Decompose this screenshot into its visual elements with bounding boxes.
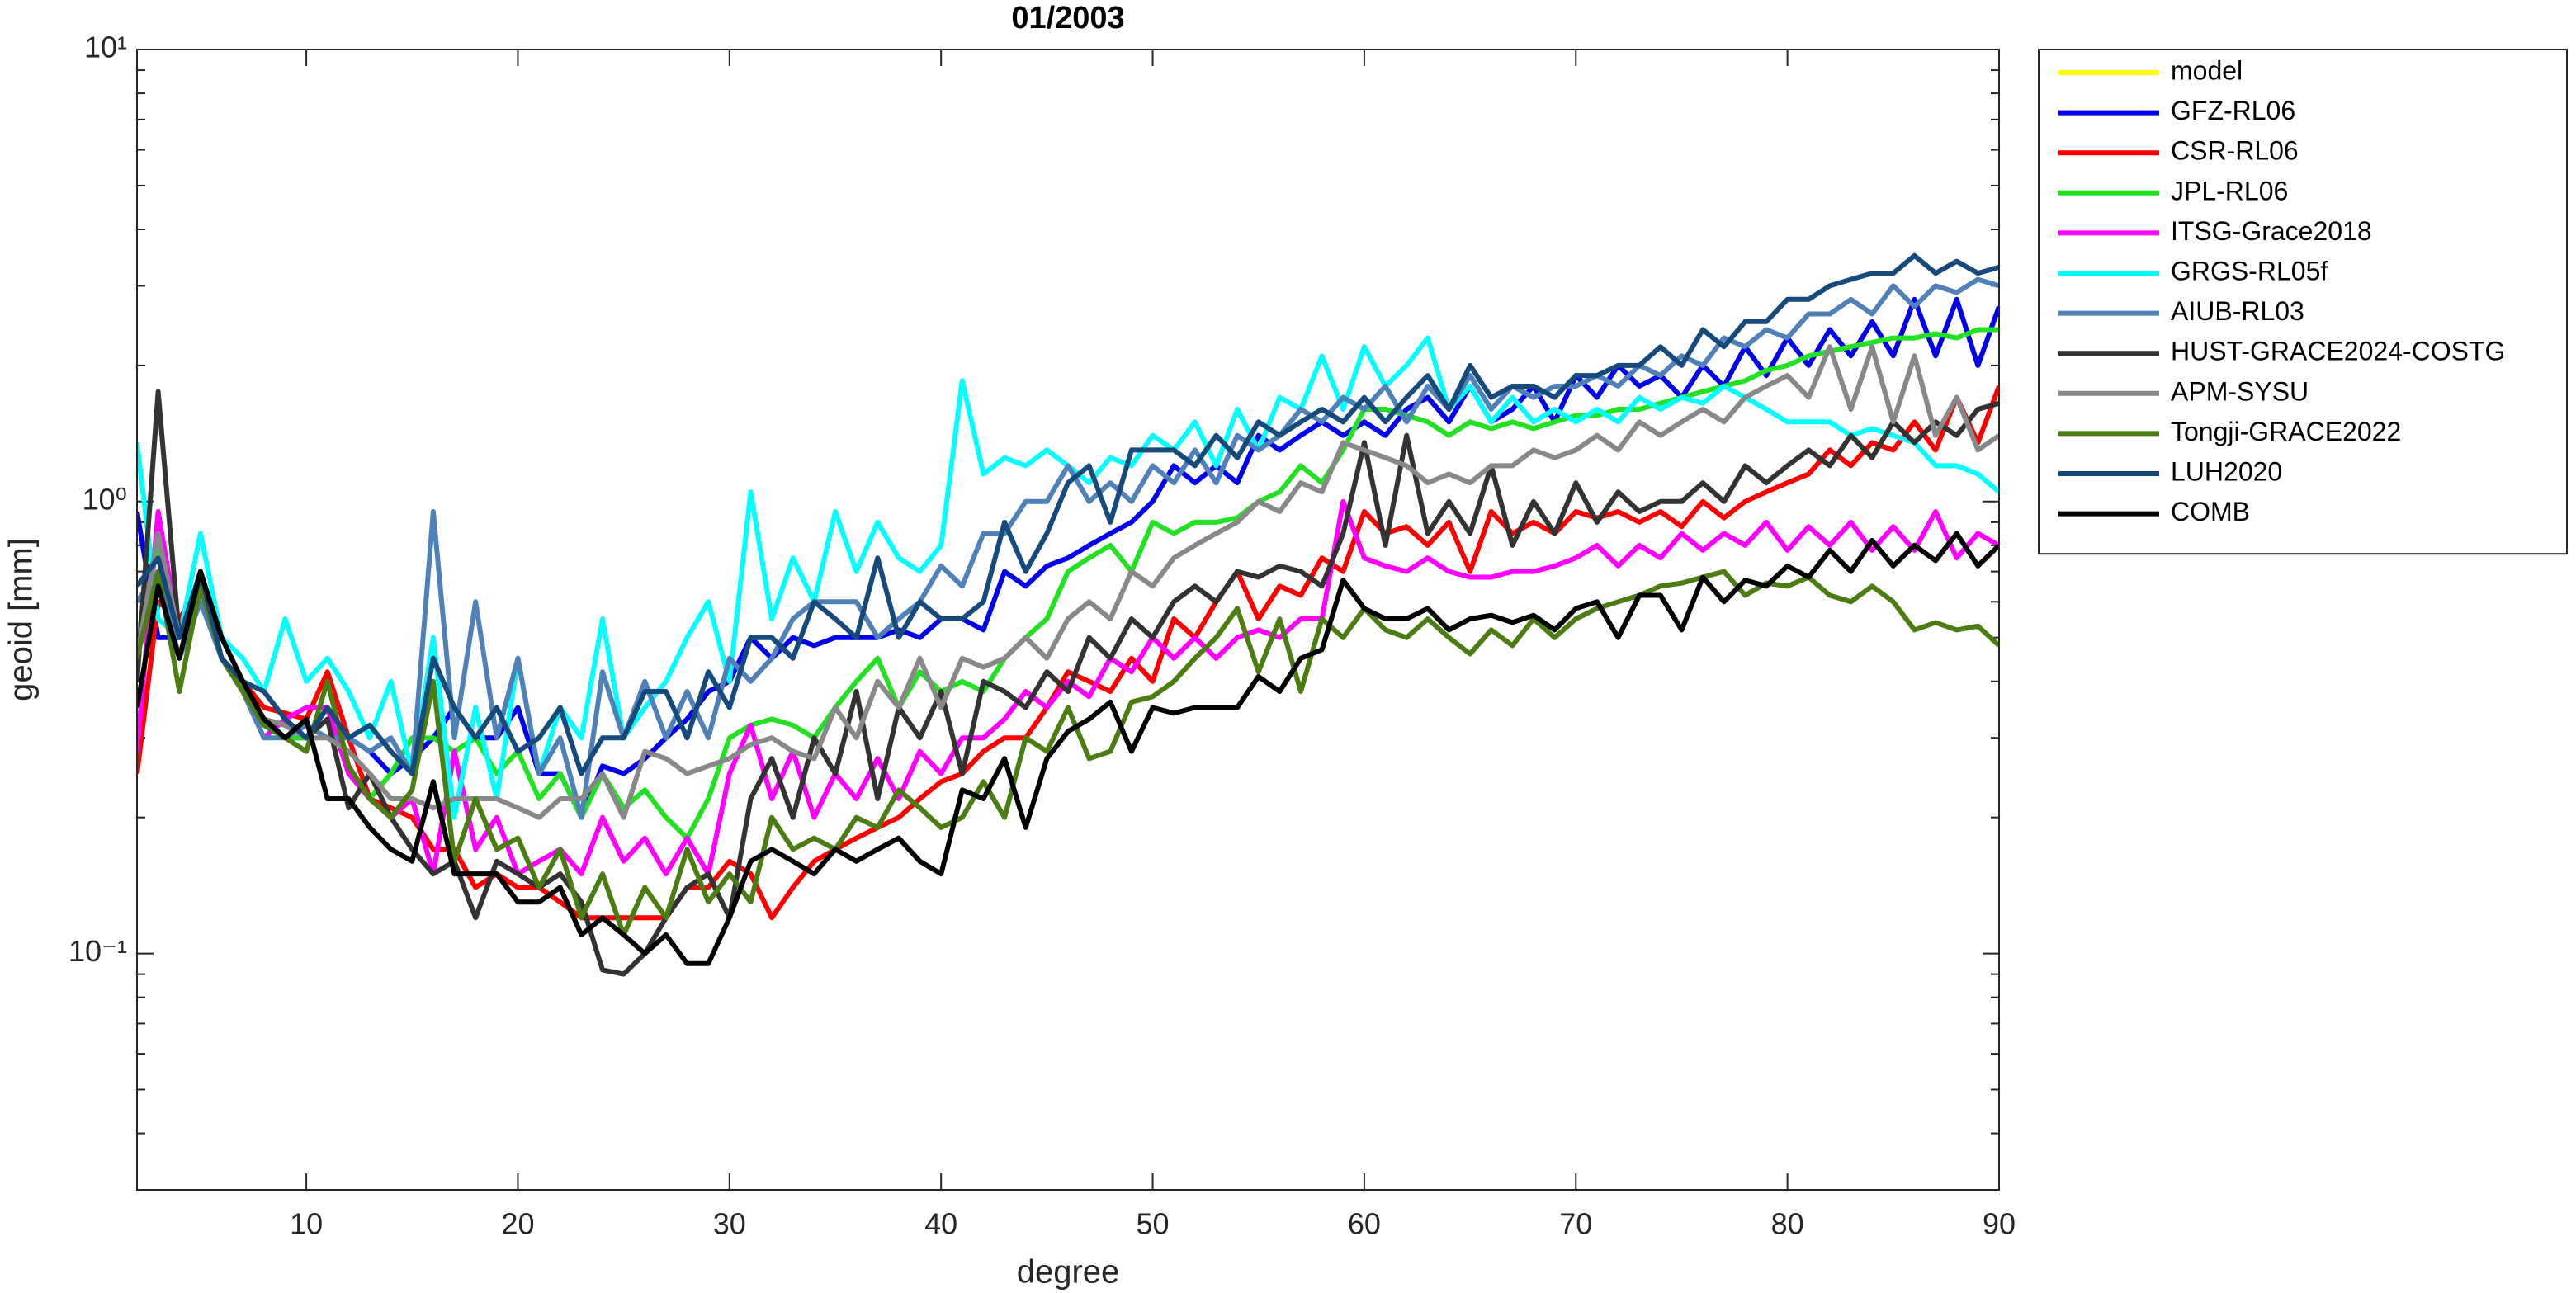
x-tick-label: 70: [1559, 1207, 1592, 1241]
legend-label: GRGS-RL05f: [2171, 256, 2328, 285]
legend-label: COMB: [2171, 497, 2250, 526]
x-tick-label: 50: [1137, 1207, 1170, 1241]
x-tick-label: 40: [924, 1207, 957, 1241]
chart-title: 01/2003: [1011, 1, 1124, 35]
legend-label: LUH2020: [2171, 456, 2282, 486]
legend-label: ITSG-Grace2018: [2171, 216, 2372, 246]
series-line: [137, 276, 1999, 820]
legend-label: HUST-GRACE2024-COSTG: [2171, 337, 2505, 366]
series-line: [137, 531, 1999, 966]
x-tick-label: 30: [713, 1207, 746, 1241]
x-tick-label: 80: [1771, 1207, 1804, 1241]
y-tick-label: 10¹: [84, 31, 127, 64]
x-tick-label: 10: [290, 1207, 323, 1241]
x-tick-label: 20: [501, 1207, 534, 1241]
series-line: [137, 252, 1999, 776]
legend-label: AIUB-RL03: [2171, 296, 2304, 326]
x-tick-label: 60: [1348, 1207, 1381, 1241]
plot-frame: [136, 49, 2000, 1191]
x-tick-label: 90: [1983, 1207, 2016, 1241]
legend-label: APM-SYSU: [2171, 376, 2309, 406]
legend-label: JPL-RL06: [2171, 176, 2288, 205]
series-line: [137, 296, 1999, 820]
series-line: [137, 569, 1999, 937]
legend-label: Tongji-GRACE2022: [2171, 417, 2401, 446]
legend-label: model: [2171, 55, 2243, 85]
legend-label: CSR-RL06: [2171, 136, 2299, 166]
legend-box: [2038, 49, 2568, 555]
y-tick-label: 10⁻¹: [69, 934, 127, 968]
y-axis-label: geoid [mm]: [3, 538, 40, 701]
series-line: [137, 389, 1999, 977]
legend-label: GFZ-RL06: [2171, 96, 2295, 125]
y-tick-label: 10⁰: [83, 482, 127, 516]
x-axis-label: degree: [1017, 1254, 1120, 1291]
